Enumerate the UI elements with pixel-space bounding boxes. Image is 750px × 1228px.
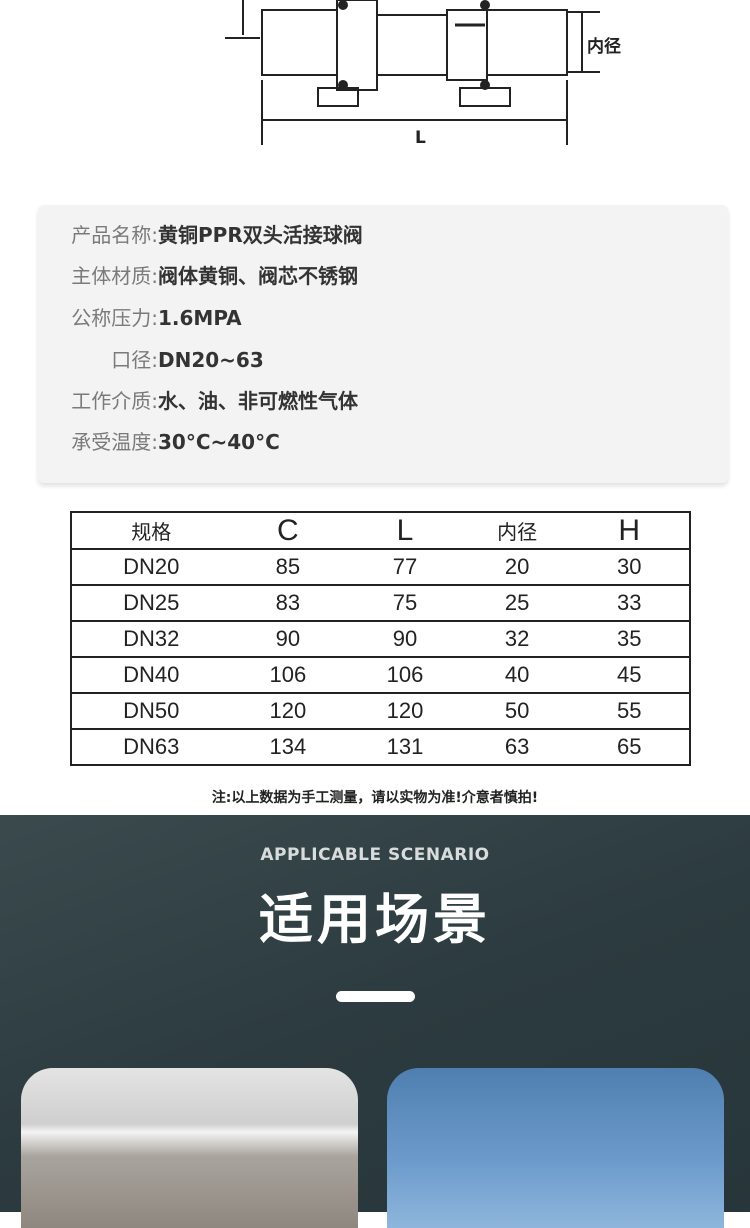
table-cell: 40 — [464, 656, 570, 694]
table-cell: 106 — [345, 656, 465, 694]
table-cell: 20 — [464, 548, 570, 586]
spec-card: 产品名称: 黄铜PPR双头活接球阀 主体材质: 阀体黄铜、阀芯不锈钢 公称压力: 1.… — [38, 205, 728, 483]
header-cell: 内径 — [464, 511, 570, 550]
spec-label: 承受温度: — [71, 430, 158, 454]
table-cell: 106 — [230, 656, 346, 694]
divider-bar — [336, 991, 415, 1002]
table-cell: DN40 — [71, 656, 231, 694]
spec-value: 1.6MPA — [158, 306, 242, 330]
table-cell: 134 — [230, 728, 346, 766]
header-cell: L — [345, 511, 465, 550]
spec-row: 承受温度: 30°C~40°C — [38, 427, 728, 457]
table-cell: DN50 — [71, 692, 231, 730]
disclaimer-note: 注:以上数据为手工测量，请以实物为准!介意者慎拍! — [211, 790, 539, 806]
spec-row: 口径: DN20~63 — [38, 345, 728, 375]
header-cell: H — [569, 511, 690, 550]
table-header: 规格 C L 内径 H — [71, 511, 690, 550]
spec-row: 工作介质: 水、油、非可燃性气体 — [38, 386, 728, 416]
table-cell: 50 — [464, 692, 570, 730]
length-label: L — [415, 128, 426, 148]
table-row: DN20 85 77 20 30 — [71, 548, 690, 586]
scenario-title: 适用场景 — [259, 888, 491, 951]
building-scene-image — [387, 1068, 724, 1228]
table-cell: DN32 — [71, 620, 231, 658]
scenario-subtitle: APPLICABLE SCENARIO — [260, 845, 490, 865]
spec-value: DN20~63 — [158, 348, 264, 372]
table-cell: DN20 — [71, 548, 231, 586]
spec-value: 水、油、非可燃性气体 — [158, 389, 358, 413]
spec-label: 工作介质: — [71, 389, 158, 413]
spec-label: 口径: — [111, 348, 158, 372]
header-cell: 规格 — [71, 511, 231, 550]
spec-label: 主体材质: — [71, 264, 158, 288]
table-cell: 35 — [569, 620, 690, 658]
spec-row: 产品名称: 黄铜PPR双头活接球阀 — [38, 220, 728, 250]
inner-diameter-label: 内径 — [587, 36, 621, 57]
table-cell: 120 — [345, 692, 465, 730]
table-cell: DN63 — [71, 728, 231, 766]
spec-value: 30°C~40°C — [158, 430, 280, 454]
spec-value: 黄铜PPR双头活接球阀 — [158, 223, 363, 247]
table-cell: 90 — [345, 620, 465, 658]
table-cell: 90 — [230, 620, 346, 658]
spec-label: 公称压力: — [71, 306, 158, 330]
table-cell: 45 — [569, 656, 690, 694]
table-row: DN32 90 90 32 35 — [71, 620, 690, 658]
table-row: DN50 120 120 50 55 — [71, 692, 690, 730]
table-cell: 77 — [345, 548, 465, 586]
table-cell: 120 — [230, 692, 346, 730]
table-row: DN25 83 75 25 33 — [71, 584, 690, 622]
table-cell: 25 — [464, 584, 570, 622]
table-cell: 131 — [345, 728, 465, 766]
spec-value: 阀体黄铜、阀芯不锈钢 — [158, 264, 358, 288]
table-cell: 55 — [569, 692, 690, 730]
spec-label: 产品名称: — [71, 223, 158, 247]
table-cell: 75 — [345, 584, 465, 622]
header-cell: C — [230, 511, 346, 550]
table-row: DN63 134 131 63 65 — [71, 728, 690, 766]
table-cell: 65 — [569, 728, 690, 766]
table-cell: DN25 — [71, 584, 231, 622]
table-cell: 85 — [230, 548, 346, 586]
spec-row: 主体材质: 阀体黄铜、阀芯不锈钢 — [38, 261, 728, 291]
table-cell: 30 — [569, 548, 690, 586]
table-row: DN40 106 106 40 45 — [71, 656, 690, 694]
size-table: 规格 C L 内径 H DN20 85 77 20 30 DN25 83 75 25 33 DN32… — [70, 511, 691, 766]
interior-scene-image — [21, 1068, 358, 1228]
table-cell: 32 — [464, 620, 570, 658]
table-cell: 83 — [230, 584, 346, 622]
valve-dimension-diagram: 内径 L — [225, 0, 621, 148]
spec-row: 公称压力: 1.6MPA — [38, 303, 728, 333]
table-cell: 63 — [464, 728, 570, 766]
table-cell: 33 — [569, 584, 690, 622]
